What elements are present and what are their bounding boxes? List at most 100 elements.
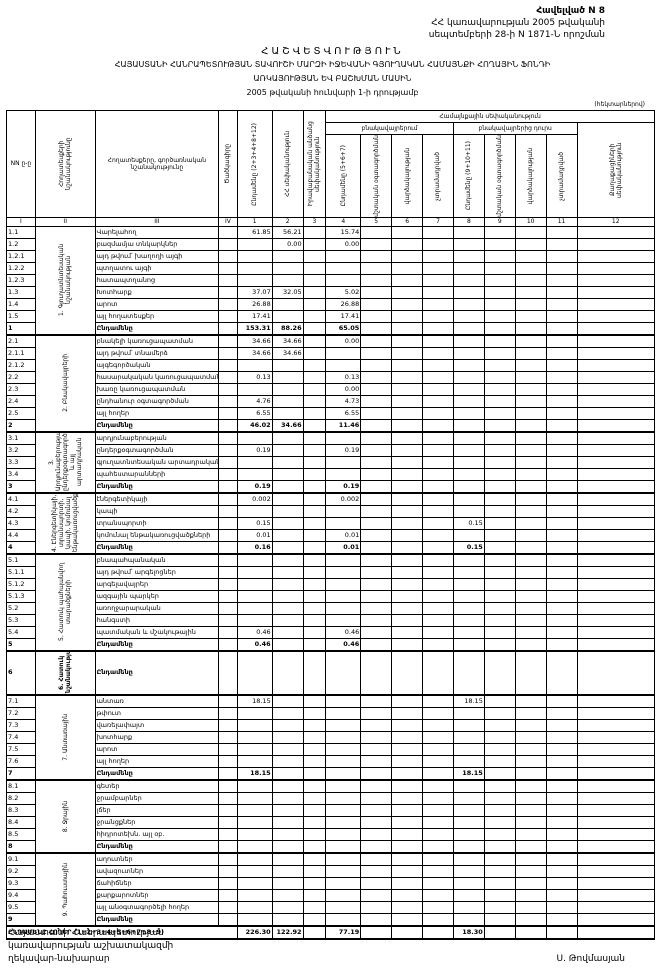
- row-name: այլ հողեր: [94, 754, 220, 768]
- annex: Հավելված N 8: [536, 6, 605, 16]
- row-code: 7.6: [6, 754, 36, 768]
- group-label-cell: 6. Հատուկ նշանակության: [34, 650, 96, 696]
- value-cell: [422, 637, 454, 652]
- code-cell: [218, 601, 238, 615]
- value-cell: [391, 779, 424, 793]
- row-code: 2: [6, 418, 36, 433]
- value-cell: [576, 925, 655, 940]
- value-cell: [483, 613, 516, 627]
- value-cell: [236, 249, 273, 263]
- value-cell: [360, 285, 393, 299]
- value-cell: [271, 650, 304, 696]
- value-cell: [271, 912, 304, 927]
- value-cell: [576, 418, 655, 433]
- table-row: 1.2.3 հատապտղանոց: [6, 273, 655, 287]
- value-cell: [422, 455, 454, 469]
- value-cell: [325, 455, 362, 469]
- value-cell: [545, 912, 578, 927]
- row-name: ազգային պարկեր: [94, 589, 220, 603]
- value-cell: [236, 358, 273, 372]
- value-cell: [483, 504, 516, 518]
- code-cell: [218, 864, 238, 878]
- value-cell: [545, 876, 578, 890]
- header-text: վարձակալության: [527, 147, 535, 205]
- value-cell: [236, 273, 273, 287]
- value-cell: [545, 815, 578, 829]
- value-cell: [236, 852, 273, 866]
- value-cell: [514, 516, 547, 530]
- value-cell: [422, 827, 454, 841]
- code-cell: [218, 225, 238, 239]
- header-cell: չտրամադրված: [545, 134, 578, 218]
- value-cell: [545, 321, 578, 336]
- code-cell: [218, 900, 238, 914]
- value-cell: [576, 754, 655, 768]
- value-cell: [452, 718, 485, 732]
- value-cell: [483, 309, 516, 323]
- value-cell: [236, 730, 273, 744]
- value-cell: [576, 900, 655, 914]
- value-cell: [325, 706, 362, 720]
- subtitle: ԱՌԿԱՅՈՒԹՅԱՆ ԵՎ ԲԱՇԽՄԱՆ ՄԱՍԻՆ: [253, 74, 412, 83]
- value-cell: [360, 334, 393, 348]
- row-name: պահեստարանների: [94, 467, 220, 481]
- row-name: ջրանցքներ: [94, 815, 220, 829]
- value-cell: [545, 839, 578, 854]
- value-cell: [545, 900, 578, 914]
- header-cell: Ծածկագիրը: [218, 110, 238, 218]
- value-cell: 0.01: [236, 528, 273, 542]
- header-cell: վարձակալության: [391, 134, 424, 218]
- row-code: 8.5: [6, 827, 36, 841]
- row-name: Խոտհարք: [94, 285, 220, 299]
- signer-position: Հայաստանի Հանրապետության: [8, 928, 164, 938]
- value-cell: [360, 431, 393, 445]
- value-cell: [422, 791, 454, 805]
- value-cell: [325, 730, 362, 744]
- value-cell: [325, 553, 362, 567]
- table-row: 1.5 այլ հողատեսքեր 17.41 17.41: [6, 309, 655, 323]
- value-cell: [360, 694, 393, 708]
- value-cell: [302, 827, 327, 841]
- row-name: խոտհարք: [94, 730, 220, 744]
- value-cell: [271, 443, 304, 457]
- value-cell: [576, 730, 655, 744]
- value-cell: [452, 528, 485, 542]
- row-code: 9.1: [6, 852, 36, 866]
- value-cell: [422, 613, 454, 627]
- row-name: առողջարարական: [94, 601, 220, 615]
- value-cell: 153.31: [236, 321, 273, 336]
- value-cell: [452, 321, 485, 336]
- value-cell: [452, 249, 485, 263]
- value-cell: [545, 297, 578, 311]
- value-cell: [360, 925, 393, 940]
- table-row: 8.1 8. Ջրային գետեր: [6, 779, 655, 854]
- signer-name: Ս. Թովմասյան: [556, 954, 625, 964]
- value-cell: [271, 803, 304, 817]
- value-cell: [422, 815, 454, 829]
- value-cell: [576, 273, 655, 287]
- row-name: Ընդամենը: [94, 839, 220, 854]
- value-cell: [271, 249, 304, 263]
- value-cell: 0.46: [325, 625, 362, 639]
- table-row: 3.3 գյուղատնտեսական արտադրական: [6, 455, 655, 469]
- code-cell: [218, 791, 238, 805]
- value-cell: [545, 370, 578, 384]
- column-number: III: [94, 216, 220, 227]
- value-cell: [391, 912, 424, 927]
- value-cell: [483, 273, 516, 287]
- value-cell: [422, 394, 454, 408]
- row-name: ջրամբարներ: [94, 791, 220, 805]
- value-cell: [302, 261, 327, 275]
- value-cell: [576, 565, 655, 579]
- table-row: 8.4 ջրանցքներ: [6, 815, 655, 829]
- row-code: 4.1: [6, 492, 36, 506]
- row-code: 2.5: [6, 406, 36, 420]
- value-cell: [452, 791, 485, 805]
- value-cell: [302, 706, 327, 720]
- value-cell: [422, 803, 454, 817]
- value-cell: [302, 309, 327, 323]
- value-cell: [302, 766, 327, 781]
- value-cell: [271, 718, 304, 732]
- value-cell: [483, 346, 516, 360]
- code-cell: [218, 431, 238, 445]
